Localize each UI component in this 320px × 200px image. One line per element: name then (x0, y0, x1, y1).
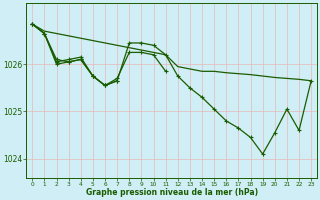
X-axis label: Graphe pression niveau de la mer (hPa): Graphe pression niveau de la mer (hPa) (86, 188, 258, 197)
